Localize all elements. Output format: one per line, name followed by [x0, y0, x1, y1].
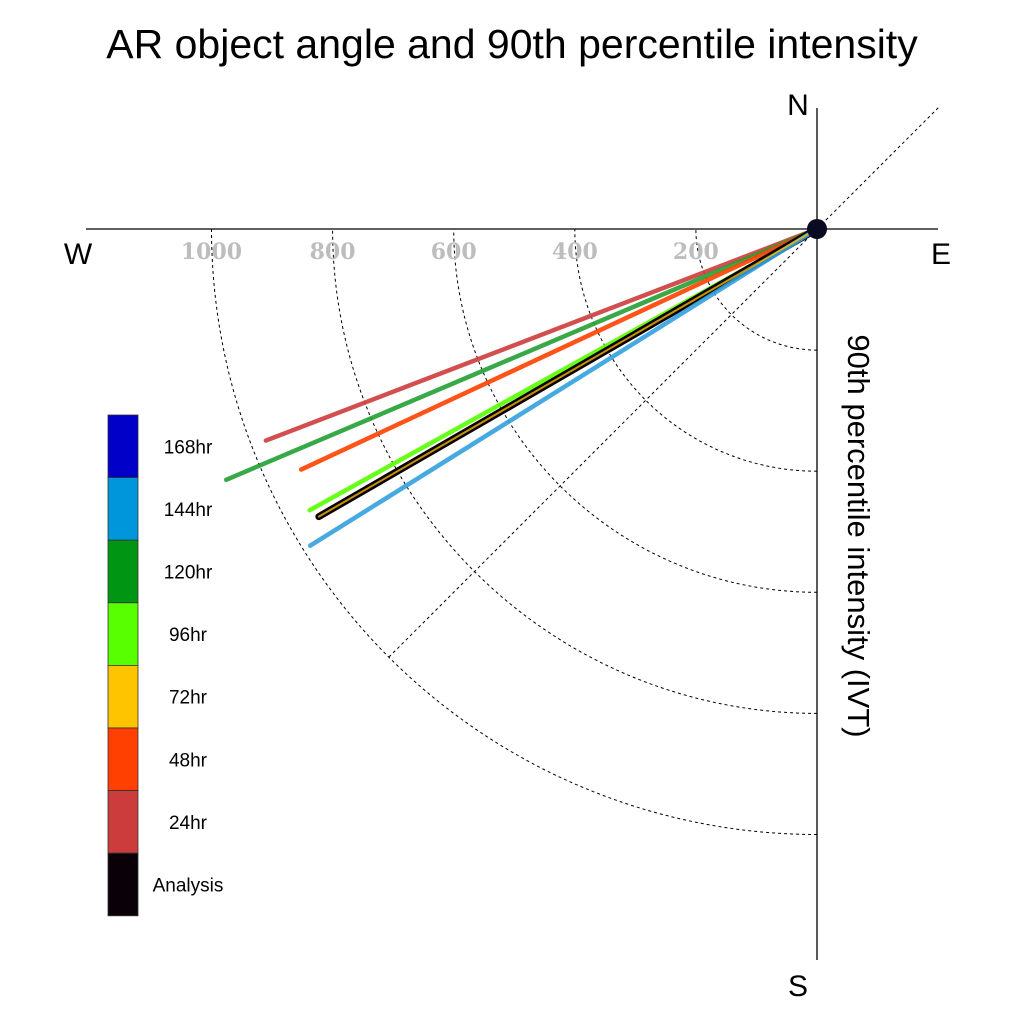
legend-label: 96hr	[169, 625, 208, 646]
compass-west: W	[64, 238, 93, 271]
legend-label: 48hr	[169, 750, 208, 771]
compass-south: S	[788, 970, 808, 1003]
legend-swatch	[107, 852, 139, 917]
series-line	[307, 226, 820, 548]
legend-swatch	[107, 539, 139, 604]
radial-tick-labels: 200 400 600 800 1000	[181, 239, 719, 265]
legend-swatch	[107, 414, 139, 478]
polar-grid	[211, 105, 941, 835]
compass-north: N	[787, 89, 809, 122]
series-line	[298, 226, 820, 472]
vector-series	[223, 225, 821, 548]
grid-arc	[695, 228, 818, 351]
tick-label: 200	[673, 239, 719, 265]
tick-label: 800	[310, 239, 356, 265]
grid-arc	[574, 228, 818, 472]
radial-axis-label: 90th percentile intensity (IVT)	[841, 334, 876, 737]
legend: 168hr 144hr 120hr 96hr 72hr 48hr 24hr Analysis	[107, 414, 224, 917]
legend-swatch	[107, 665, 139, 729]
tick-label: 400	[552, 239, 598, 265]
legend-swatch	[107, 602, 139, 666]
origin-marker	[807, 219, 827, 239]
legend-label: Analysis	[153, 876, 224, 897]
tick-label: 1000	[181, 239, 242, 265]
grid-arc	[453, 228, 818, 593]
tick-label: 600	[431, 239, 477, 265]
legend-swatch	[107, 477, 139, 541]
legend-swatch	[107, 727, 139, 791]
legend-label: 24hr	[169, 813, 208, 834]
grid-diagonal	[388, 105, 941, 658]
chart-title: AR object angle and 90th percentile inte…	[106, 21, 918, 67]
legend-label: 120hr	[164, 563, 213, 584]
series-line-overlay	[317, 228, 818, 518]
legend-label: 168hr	[164, 437, 213, 458]
compass-east: E	[931, 238, 951, 271]
legend-label: 72hr	[169, 688, 208, 709]
series-line	[263, 226, 820, 443]
grid-arc	[211, 228, 818, 835]
legend-label: 144hr	[164, 500, 213, 521]
series-line	[223, 226, 820, 483]
legend-swatch	[107, 790, 139, 854]
